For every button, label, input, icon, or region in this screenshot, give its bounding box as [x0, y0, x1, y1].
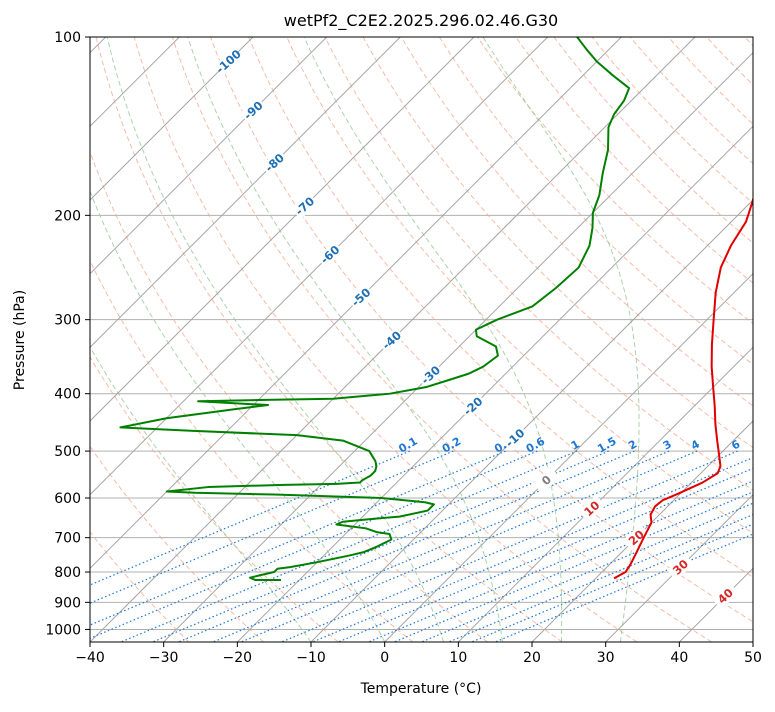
dry-adiabat [0, 37, 264, 642]
mixing-ratio-label: 1.5 [595, 435, 618, 456]
x-tick-label: 0 [380, 650, 389, 666]
mixing-ratio-label: 6 [729, 437, 742, 452]
dry-adiabat [745, 37, 775, 642]
isotherm [16, 37, 621, 642]
isotherm [532, 37, 775, 642]
x-tick-label: −20 [223, 650, 253, 666]
mixing-ratio-label: 1 [569, 438, 582, 453]
dry-adiabat [0, 37, 189, 642]
dry-adiabat [211, 37, 775, 642]
mixing-ratio-line [213, 451, 669, 642]
x-tick-label: −30 [149, 650, 179, 666]
dry-adiabat [592, 37, 775, 642]
x-axis-label: Temperature (°C) [360, 681, 482, 697]
x-tick-label: 40 [670, 650, 688, 666]
isotherm [0, 37, 327, 642]
y-tick-label: 600 [54, 491, 81, 507]
x-tick-label: 30 [597, 650, 615, 666]
moist-adiabat [304, 37, 562, 642]
isotherm [164, 37, 769, 642]
isotherm [0, 37, 253, 642]
dry-adiabat [439, 37, 775, 642]
dry-adiabat [668, 37, 775, 642]
moist-adiabat [188, 37, 503, 642]
mixing-ratio-label: 0.6 [524, 434, 548, 455]
isotherm [679, 37, 775, 642]
isotherm [0, 37, 400, 642]
temperature-profile-line [614, 37, 773, 578]
y-tick-label: 1000 [45, 622, 81, 638]
mixing-ratio-label: 0.2 [440, 435, 463, 456]
y-tick-label: 700 [54, 531, 81, 547]
dry-adiabat [20, 37, 413, 642]
isotherm [753, 37, 775, 642]
y-tick-label: 100 [54, 30, 81, 46]
mixing-ratio-label: 0.1 [396, 435, 419, 456]
mixing-ratio-line [449, 451, 775, 642]
moist-adiabat [483, 37, 639, 642]
y-tick-label: 800 [54, 565, 81, 581]
y-tick-label: 500 [54, 444, 81, 460]
moist-adiabat [0, 37, 311, 642]
isotherm [385, 37, 775, 642]
y-tick-label: 900 [54, 595, 81, 611]
chart-title: wetPf2_C2E2.2025.296.02.46.G30 [284, 11, 558, 31]
isotherm [458, 37, 775, 642]
mixing-ratio-label: 4 [689, 437, 702, 452]
x-tick-label: 10 [449, 650, 467, 666]
mixing-ratio-label: 8 [760, 438, 773, 453]
isotherm [237, 37, 775, 642]
y-tick-label: 300 [54, 313, 81, 329]
y-tick-label: 400 [54, 387, 81, 403]
x-tick-label: 20 [523, 650, 541, 666]
dry-adiabat [516, 37, 775, 642]
dry-adiabat [707, 37, 775, 642]
mixing-ratio-label: 2 [626, 438, 639, 453]
y-tick-label: 200 [54, 208, 81, 224]
x-tick-label: −10 [296, 650, 326, 666]
plot-frame [90, 37, 753, 642]
dry-adiabat [478, 37, 775, 642]
mixing-ratio-label: 3 [661, 438, 674, 453]
x-tick-label: 50 [744, 650, 762, 666]
mixing-ratio-line [394, 451, 775, 642]
y-axis-label: Pressure (hPa) [12, 290, 28, 390]
dry-adiabat [58, 37, 488, 642]
x-tick-label: −40 [75, 650, 105, 666]
